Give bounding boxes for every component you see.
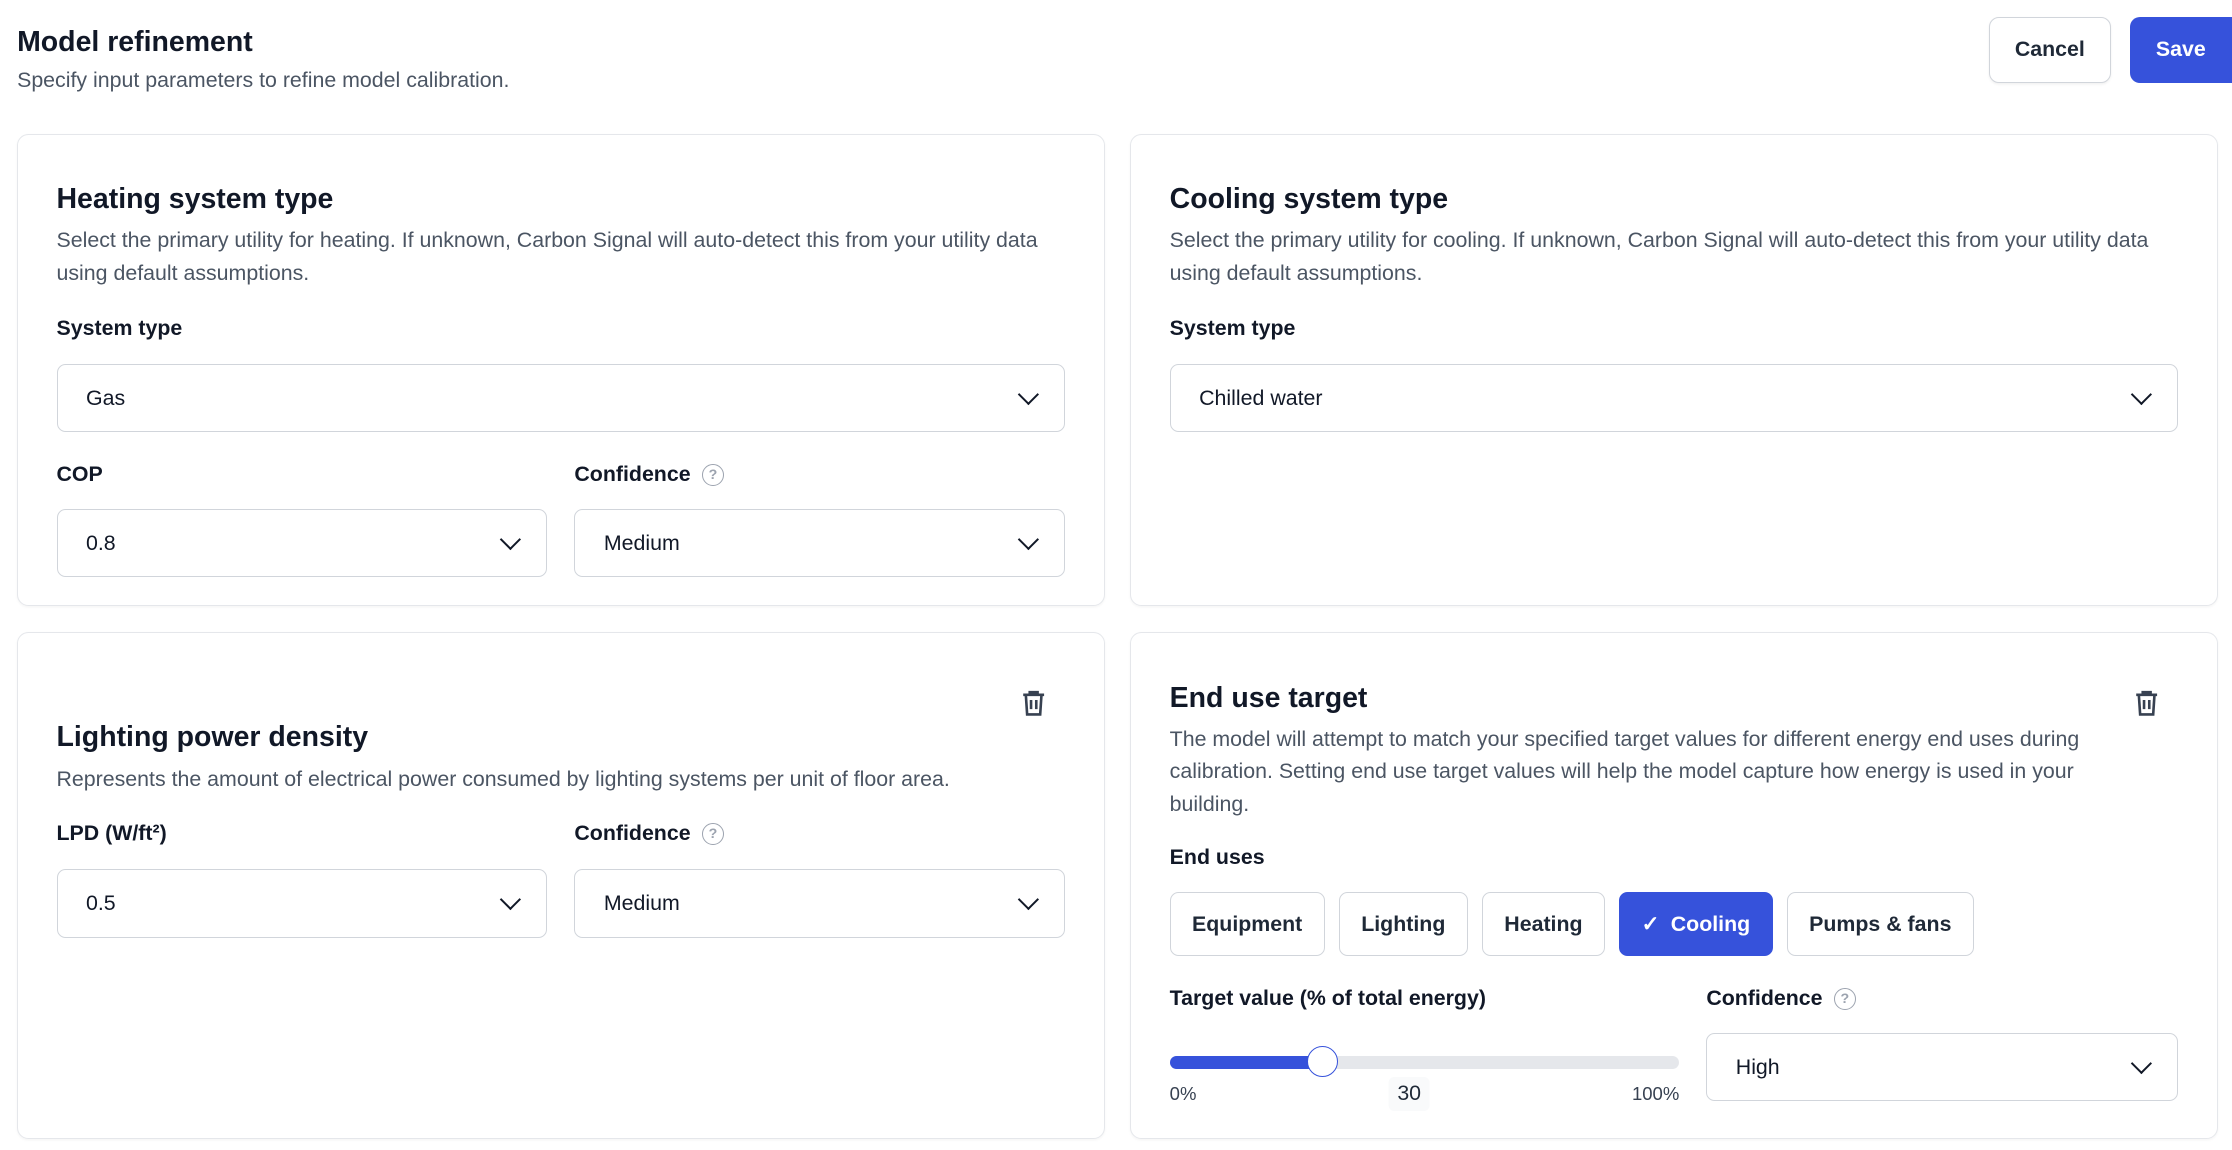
end-use-chips: Equipment Lighting Heating ✓ Cooling Pumps & … — [1169, 892, 2179, 957]
chevron-down-icon — [2131, 1053, 2152, 1075]
lighting-description: Represents the amount of electrical powe… — [56, 766, 950, 791]
end-use-description: The model will attempt to match your spe… — [1169, 726, 2080, 817]
chevron-down-icon — [2131, 384, 2152, 405]
label-text: Confidence — [574, 462, 691, 487]
chip-label: Pumps & fans — [1809, 911, 1952, 936]
select-value: Medium — [603, 530, 680, 555]
slider-max-label: 100% — [1631, 1082, 1680, 1104]
chip-label: Lighting — [1361, 911, 1446, 936]
chevron-down-icon — [1017, 384, 1039, 405]
end-use-title: End use target — [1169, 681, 1368, 714]
select-value: 0.5 — [85, 890, 116, 915]
lpd-label: LPD (W/ft²) — [56, 821, 167, 846]
select-value: Chilled water — [1199, 385, 1323, 410]
label-text: Confidence — [1706, 986, 1823, 1011]
end-use-chip-lighting[interactable]: Lighting — [1338, 892, 1468, 957]
end-use-confidence-select[interactable]: High — [1706, 1032, 2179, 1102]
cop-label: COP — [56, 462, 103, 487]
trash-icon[interactable] — [2131, 687, 2162, 718]
chip-label: Heating — [1504, 911, 1583, 936]
select-value: Gas — [85, 385, 126, 410]
cooling-description: Select the primary utility for cooling. … — [1169, 228, 2149, 286]
end-use-card: End use target The model will attempt to… — [1130, 632, 2218, 1139]
select-value: 0.8 — [85, 530, 116, 555]
system-type-label: System type — [1169, 315, 1296, 340]
confidence-label: Confidence? — [574, 461, 1065, 489]
heating-title: Heating system type — [56, 183, 334, 216]
end-uses-label: End uses — [1169, 845, 1265, 870]
check-icon: ✓ — [1641, 911, 1660, 936]
heating-system-type-select[interactable]: Gas — [56, 363, 1066, 433]
cancel-button[interactable]: Cancel — [1988, 17, 2112, 83]
heating-card: Heating system type Select the primary u… — [17, 133, 1105, 607]
question-circle-icon[interactable]: ? — [1833, 987, 1856, 1010]
lighting-title: Lighting power density — [56, 721, 369, 754]
select-value: High — [1735, 1054, 1780, 1079]
cooling-card: Cooling system type Select the primary u… — [1130, 133, 2218, 607]
lpd-select[interactable]: 0.5 — [56, 869, 548, 938]
cooling-system-type-select[interactable]: Chilled water — [1169, 363, 2179, 433]
lighting-card: Lighting power density Represents the am… — [17, 632, 1105, 1139]
confidence-label: Confidence? — [1706, 985, 2178, 1013]
trash-icon[interactable] — [1018, 687, 1049, 718]
heating-description: Select the primary utility for heating. … — [56, 228, 1038, 286]
end-use-chip-equipment[interactable]: Equipment — [1169, 892, 1325, 957]
chevron-down-icon — [500, 889, 521, 911]
chevron-down-icon — [1017, 889, 1039, 911]
lighting-confidence-select[interactable]: Medium — [574, 869, 1066, 938]
slider-min-label: 0% — [1169, 1082, 1197, 1104]
question-circle-icon[interactable]: ? — [701, 822, 724, 845]
confidence-label: Confidence? — [574, 819, 1065, 847]
end-use-chip-pumps-fans[interactable]: Pumps & fans — [1786, 892, 1974, 957]
page-title: Model refinement — [17, 25, 253, 58]
slider-value: 30 — [1388, 1077, 1430, 1111]
system-type-label: System type — [56, 315, 183, 340]
cop-select[interactable]: 0.8 — [56, 509, 548, 578]
chip-label: Cooling — [1670, 911, 1751, 936]
slider-fill — [1169, 1055, 1323, 1069]
cooling-title: Cooling system type — [1169, 183, 1449, 216]
target-slider[interactable]: 0% 100% 30 — [1169, 1024, 1680, 1111]
label-text: Confidence — [574, 821, 691, 846]
select-value: Medium — [603, 890, 680, 915]
heating-confidence-select[interactable]: Medium — [574, 509, 1066, 578]
slider-thumb[interactable] — [1306, 1045, 1339, 1078]
end-use-chip-heating[interactable]: Heating — [1481, 892, 1605, 957]
chevron-down-icon — [500, 529, 521, 551]
save-button[interactable]: Save — [2129, 17, 2232, 83]
chip-label: Equipment — [1192, 911, 1303, 936]
end-use-chip-cooling[interactable]: ✓ Cooling — [1619, 892, 1773, 957]
question-circle-icon[interactable]: ? — [701, 463, 724, 486]
target-value-label: Target value (% of total energy) — [1169, 986, 1486, 1011]
chevron-down-icon — [1017, 529, 1039, 551]
page-subtitle: Specify input parameters to refine model… — [17, 68, 510, 93]
